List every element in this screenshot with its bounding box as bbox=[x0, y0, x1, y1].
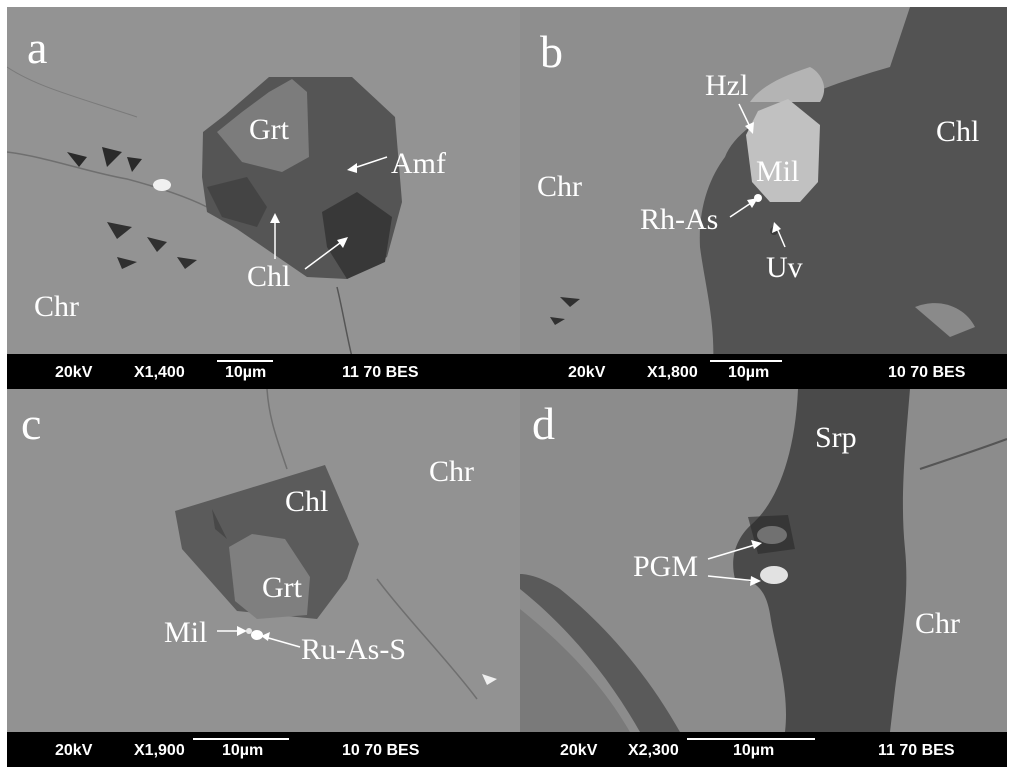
magnification-label: X1,400 bbox=[134, 364, 185, 381]
label-uv: Uv bbox=[766, 251, 803, 284]
panel-a-letter: a bbox=[27, 22, 48, 73]
label-chl: Chl bbox=[285, 485, 329, 518]
panel-d: d Srp PGM Chr 20kV X2,300 10µm 11 70 BES bbox=[520, 389, 1007, 767]
scale-bar bbox=[687, 738, 815, 740]
label-chr: Chr bbox=[537, 170, 582, 203]
panel-b: b Hzl Chl Chr Mil Rh-As Uv 20kV X1,800 1… bbox=[520, 7, 1007, 389]
kv-label: 20kV bbox=[568, 364, 606, 381]
label-hzl: Hzl bbox=[705, 69, 749, 102]
scale-label: 10µm bbox=[222, 742, 264, 759]
scale-label: 10µm bbox=[733, 742, 775, 759]
label-grt: Grt bbox=[249, 113, 289, 146]
label-amf: Amf bbox=[391, 147, 446, 180]
label-rh-as: Rh-As bbox=[640, 203, 719, 236]
scale-label: 10µm bbox=[728, 364, 770, 381]
scale-bar bbox=[217, 360, 273, 362]
panel-b-image bbox=[520, 7, 1007, 389]
magnification-label: X2,300 bbox=[628, 742, 679, 759]
label-mil: Mil bbox=[756, 155, 800, 188]
panel-c-letter: c bbox=[21, 398, 42, 449]
scale-bar bbox=[710, 360, 782, 362]
label-chr: Chr bbox=[915, 607, 960, 640]
scale-bar bbox=[193, 738, 289, 740]
label-srp: Srp bbox=[815, 421, 857, 454]
label-ru-as-s: Ru-As-S bbox=[301, 633, 407, 666]
label-chr: Chr bbox=[34, 290, 79, 323]
magnification-label: X1,900 bbox=[134, 742, 185, 759]
magnification-label: X1,800 bbox=[647, 364, 698, 381]
label-chl: Chl bbox=[247, 260, 291, 293]
scale-label: 10µm bbox=[225, 364, 267, 381]
label-chl: Chl bbox=[936, 115, 980, 148]
detector-label: 10 70 BES bbox=[342, 742, 420, 759]
label-chr: Chr bbox=[429, 455, 474, 488]
panel-c-image bbox=[7, 389, 520, 767]
detector-label: 10 70 BES bbox=[888, 364, 966, 381]
kv-label: 20kV bbox=[560, 742, 598, 759]
label-mil: Mil bbox=[164, 616, 208, 649]
panel-a: a Grt Amf Chl Chr 20kV X1,400 10µm 11 70… bbox=[7, 7, 520, 389]
panel-b-letter: b bbox=[540, 26, 563, 77]
kv-label: 20kV bbox=[55, 364, 93, 381]
kv-label: 20kV bbox=[55, 742, 93, 759]
detector-label: 11 70 BES bbox=[342, 364, 419, 381]
panel-c-info-bar: 20kV X1,900 10µm 10 70 BES bbox=[7, 732, 520, 767]
panel-c: c Chr Chl Grt Mil Ru-As-S 20kV X1,900 10… bbox=[7, 389, 520, 767]
label-pgm: PGM bbox=[633, 550, 699, 583]
panel-a-image bbox=[7, 7, 520, 389]
detector-label: 11 70 BES bbox=[878, 742, 955, 759]
panel-d-info-bar: 20kV X2,300 10µm 11 70 BES bbox=[520, 732, 1007, 767]
panel-d-letter: d bbox=[532, 398, 555, 449]
panel-d-image bbox=[520, 389, 1007, 767]
label-grt: Grt bbox=[262, 571, 302, 604]
panel-a-info-bar: 20kV X1,400 10µm 11 70 BES bbox=[7, 354, 520, 389]
panel-b-info-bar: 20kV X1,800 10µm 10 70 BES bbox=[520, 354, 1007, 389]
